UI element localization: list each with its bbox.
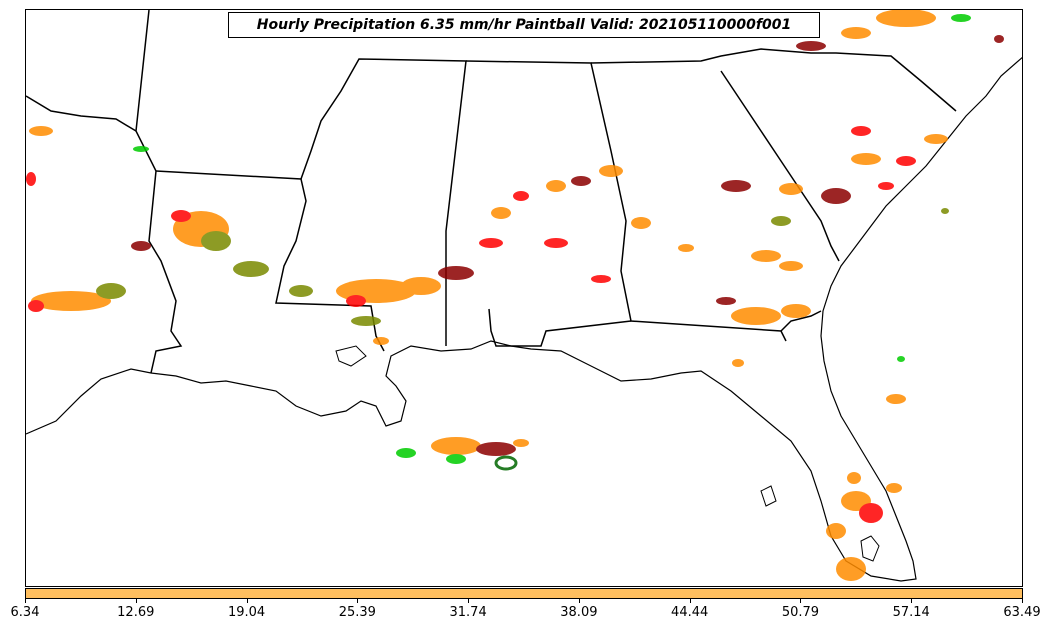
florida-lake [860, 535, 880, 562]
colorbar-tick [800, 599, 802, 603]
precip-blob [924, 134, 948, 144]
precip-blob [131, 241, 151, 251]
precip-blob [897, 356, 905, 362]
precip-blob [494, 455, 518, 471]
precip-blob [401, 277, 441, 295]
colorbar-tick-label: 44.44 [671, 605, 709, 620]
precip-blob [841, 27, 871, 39]
map-panel [25, 9, 1023, 587]
precip-blob [878, 182, 894, 190]
precip-blob [779, 183, 803, 195]
precip-blob [951, 14, 971, 22]
colorbar-tick-label: 57.14 [892, 605, 930, 620]
precip-blob [29, 126, 53, 136]
precip-blob [876, 10, 936, 27]
precip-blob [476, 442, 516, 456]
precip-blob [346, 295, 366, 307]
precip-blob [678, 244, 694, 252]
precip-blob [751, 250, 781, 262]
precip-blob [731, 307, 781, 325]
precip-blob [821, 188, 851, 204]
colorbar-tick-label: 19.04 [227, 605, 266, 620]
gulf-coastline [26, 56, 1022, 582]
precip-blob [591, 275, 611, 283]
precip-blob [836, 557, 866, 581]
colorbar-tick [911, 599, 913, 603]
colorbar-tick-label: 6.34 [10, 605, 40, 620]
precip-blob [28, 300, 44, 312]
precip-blob [796, 41, 826, 51]
colorbar-tick [25, 599, 26, 603]
precip-blob [826, 523, 846, 539]
precip-blob [851, 153, 881, 165]
precip-blob [171, 210, 191, 222]
precip-blob [847, 472, 861, 484]
colorbar-tick-label: 38.09 [560, 605, 598, 620]
precip-blob [571, 176, 591, 186]
precip-blob [716, 297, 736, 305]
colorbar-tick-label: 12.69 [117, 605, 155, 620]
okeechobee-area [760, 485, 777, 507]
colorbar-tick [689, 599, 691, 603]
precip-blob [26, 172, 36, 186]
precip-blob [779, 261, 803, 271]
colorbar-tick [135, 599, 137, 603]
map-title: Hourly Precipitation 6.35 mm/hr Paintbal… [228, 12, 820, 38]
precip-blob [941, 208, 949, 214]
precip-blob [446, 454, 466, 464]
colorbar-tick [357, 599, 359, 603]
precip-blob [491, 207, 511, 219]
colorbar-tick [246, 599, 248, 603]
precip-blob [233, 261, 269, 277]
precip-blob [851, 126, 871, 136]
state-borders [26, 10, 957, 374]
colorbar-tick-label: 31.74 [449, 605, 487, 620]
precip-blob [544, 238, 568, 248]
precip-blob [396, 448, 416, 458]
precip-blob [133, 146, 149, 152]
precip-blob [721, 180, 751, 192]
precip-blob [546, 180, 566, 192]
colorbar [25, 588, 1023, 599]
precip-blob [201, 231, 231, 251]
precip-blob [96, 283, 126, 299]
precip-blob [513, 191, 529, 201]
precip-blob [479, 238, 503, 248]
precip-blob [771, 216, 791, 226]
precip-blob [438, 266, 474, 280]
colorbar-tick [468, 599, 470, 603]
precip-blob [513, 439, 529, 447]
precip-blob [599, 165, 623, 177]
precip-blob [886, 394, 906, 404]
precip-blob [732, 359, 744, 367]
precip-blob [631, 217, 651, 229]
delta-outline [335, 345, 367, 367]
colorbar-tick [578, 599, 580, 603]
precip-blob [431, 437, 481, 455]
precip-blob [896, 156, 916, 166]
precipitation-blobs [26, 10, 1004, 581]
colorbar-tick-label: 63.49 [1003, 605, 1041, 620]
precip-blob [859, 503, 883, 523]
colorbar-tick-label: 25.39 [338, 605, 376, 620]
precip-blob [994, 35, 1004, 43]
precip-blob [31, 291, 111, 311]
map-canvas [26, 10, 1022, 582]
colorbar-tick [1022, 599, 1023, 603]
precip-blob [373, 337, 389, 345]
precip-blob [886, 483, 902, 493]
precip-blob [351, 316, 381, 326]
colorbar-tick-label: 50.79 [781, 605, 820, 620]
precip-blob [781, 304, 811, 318]
precip-blob [289, 285, 313, 297]
